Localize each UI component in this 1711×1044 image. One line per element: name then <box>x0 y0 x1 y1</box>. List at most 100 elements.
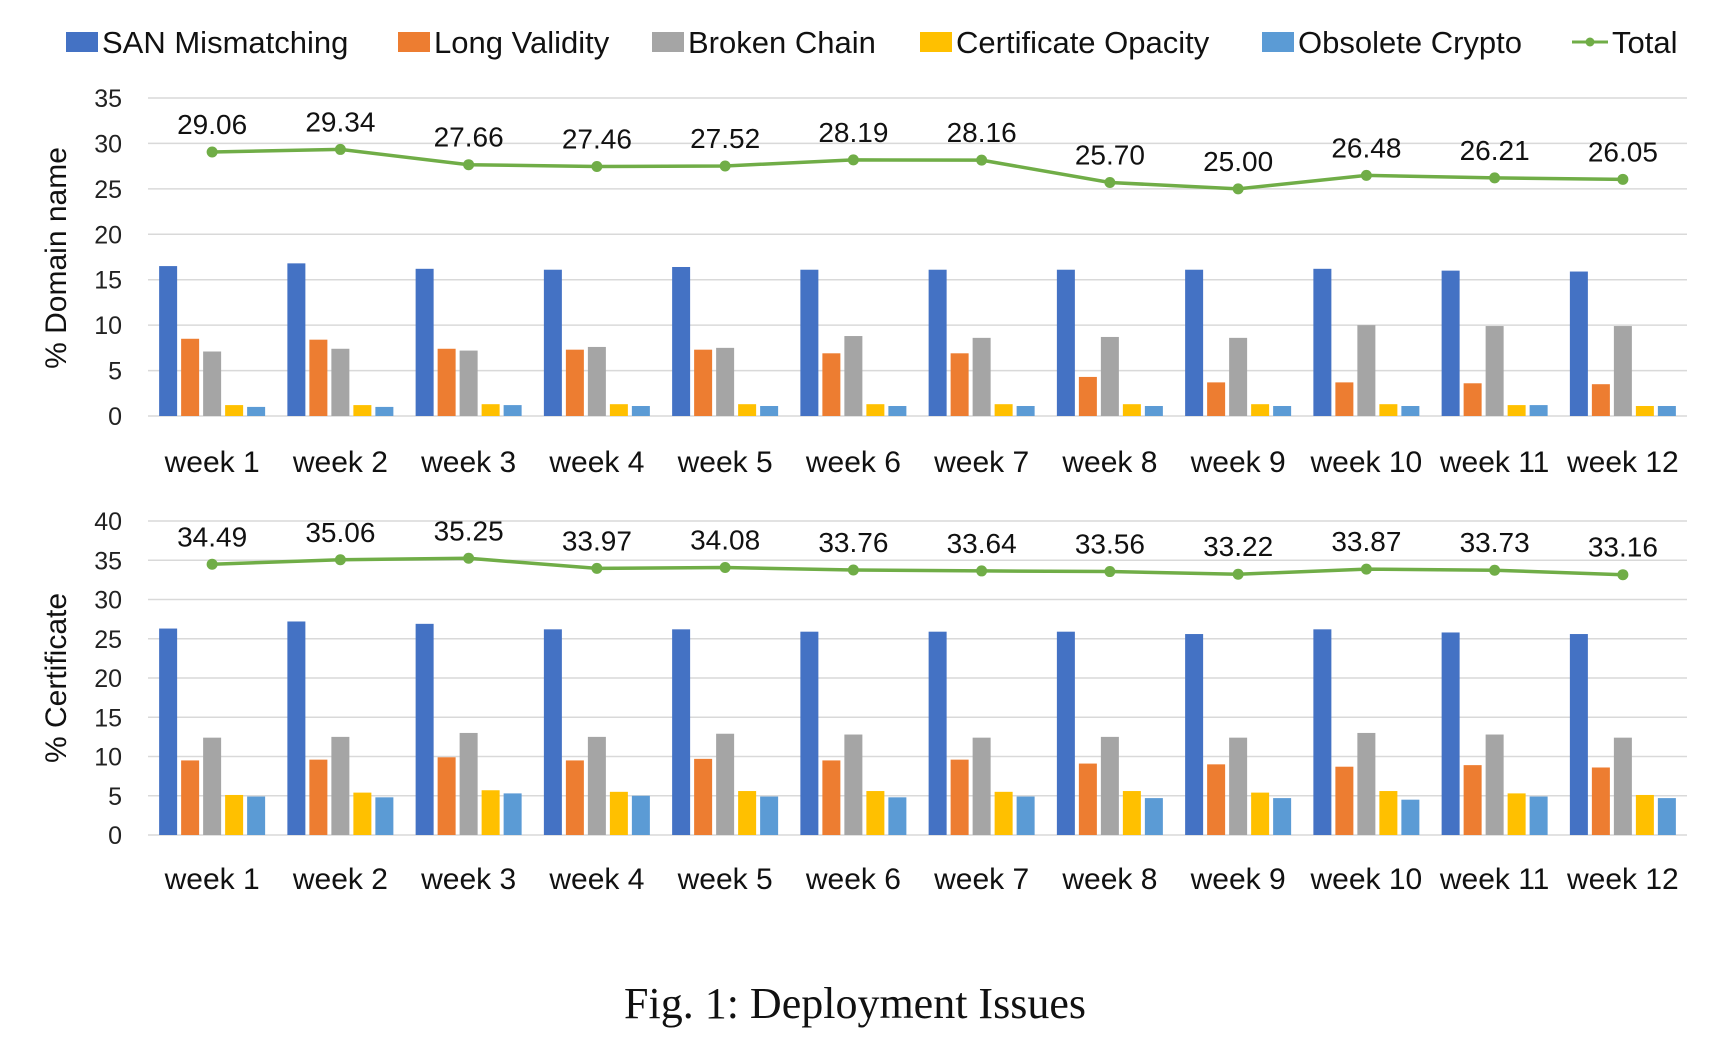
bar-obsolete-crypto-week-3 <box>503 405 522 416</box>
bar-certificate-opacity-week-6 <box>866 404 885 416</box>
bar-long-validity-week-10 <box>1335 766 1354 835</box>
x-tick-label: week 10 <box>1310 446 1423 479</box>
bar-san-mismatching-week-7 <box>928 269 947 416</box>
y-tick-label: 15 <box>94 267 122 295</box>
bar-obsolete-crypto-week-11 <box>1529 405 1548 416</box>
x-tick-label: week 1 <box>164 446 260 479</box>
series-line-total <box>212 147 1623 191</box>
bar-obsolete-crypto-week-2 <box>375 406 394 416</box>
bar-broken-chain-week-12 <box>1613 326 1632 416</box>
bar-broken-chain-week-3 <box>459 732 478 835</box>
bar-obsolete-crypto-week-8 <box>1144 798 1163 835</box>
bar-obsolete-crypto-week-7 <box>1016 406 1035 416</box>
total-point-week-4 <box>591 161 603 173</box>
total-point-week-7 <box>976 154 988 166</box>
x-tick-label: week 6 <box>805 863 901 896</box>
total-point-week-6 <box>847 154 859 166</box>
bar-broken-chain-week-2 <box>331 348 350 416</box>
total-point-week-9 <box>1232 568 1244 580</box>
bar-san-mismatching-week-4 <box>543 269 562 416</box>
total-point-week-3 <box>463 159 475 171</box>
y-tick-label: 25 <box>94 626 122 654</box>
bar-long-validity-week-4 <box>565 349 584 416</box>
y-axis-label: % Certificate <box>40 593 73 763</box>
bar-san-mismatching-week-3 <box>415 268 434 416</box>
y-tick-label: 40 <box>94 508 122 536</box>
y-tick-label: 20 <box>94 665 122 693</box>
bar-certificate-opacity-week-2 <box>353 405 372 416</box>
legend-item-total: Total <box>1572 25 1677 60</box>
bar-san-mismatching-week-6 <box>800 631 819 835</box>
bar-san-mismatching-week-11 <box>1441 270 1460 416</box>
total-data-label: 33.64 <box>947 528 1017 559</box>
bar-obsolete-crypto-week-1 <box>247 796 266 835</box>
legend-item-broken-chain: Broken Chain <box>652 25 876 60</box>
x-tick-label: week 12 <box>1566 863 1679 896</box>
total-data-label: 33.87 <box>1331 526 1401 557</box>
x-tick-label: week 11 <box>1439 863 1550 896</box>
total-data-label: 33.56 <box>1075 529 1145 560</box>
bar-long-validity-week-9 <box>1207 764 1226 835</box>
bar-certificate-opacity-week-10 <box>1379 791 1398 835</box>
bar-broken-chain-week-2 <box>331 736 350 835</box>
bar-broken-chain-week-9 <box>1229 337 1248 416</box>
bar-san-mismatching-week-9 <box>1185 269 1204 416</box>
total-data-label: 33.16 <box>1588 532 1658 563</box>
bar-obsolete-crypto-week-8 <box>1144 406 1163 416</box>
bar-broken-chain-week-12 <box>1613 737 1632 835</box>
bar-certificate-opacity-week-7 <box>994 404 1013 416</box>
bar-broken-chain-week-8 <box>1100 736 1119 835</box>
bar-broken-chain-week-4 <box>587 736 606 835</box>
total-point-week-5 <box>719 561 731 573</box>
bar-obsolete-crypto-week-1 <box>247 406 266 416</box>
bar-long-validity-week-5 <box>694 349 713 416</box>
x-tick-label: week 4 <box>548 446 644 479</box>
y-tick-label: 5 <box>108 358 122 386</box>
x-tick-label: week 2 <box>292 446 388 479</box>
y-axis-label: % Domain name <box>40 147 73 369</box>
bar-broken-chain-week-5 <box>716 733 735 835</box>
bar-long-validity-week-8 <box>1078 763 1097 835</box>
bar-long-validity-week-3 <box>437 757 456 835</box>
bar-obsolete-crypto-week-9 <box>1273 406 1292 416</box>
bar-long-validity-week-2 <box>309 339 328 416</box>
y-tick-label: 20 <box>94 221 122 249</box>
total-point-week-8 <box>1104 566 1116 578</box>
bar-long-validity-week-4 <box>565 760 584 835</box>
bar-long-validity-week-12 <box>1591 384 1610 416</box>
total-point-week-1 <box>206 146 218 158</box>
y-tick-label: 0 <box>108 822 122 850</box>
bar-broken-chain-week-7 <box>972 737 991 835</box>
total-point-week-12 <box>1617 569 1629 581</box>
bars <box>159 263 1676 416</box>
y-tick-label: 15 <box>94 704 122 732</box>
x-tick-label: week 6 <box>805 446 901 479</box>
bar-certificate-opacity-week-4 <box>609 791 628 835</box>
total-data-label: 26.48 <box>1331 132 1401 163</box>
bar-san-mismatching-week-9 <box>1185 634 1204 835</box>
bar-long-validity-week-7 <box>950 353 969 416</box>
bar-san-mismatching-week-3 <box>415 623 434 835</box>
bar-long-validity-week-5 <box>694 758 713 835</box>
total-point-week-3 <box>463 552 475 564</box>
bar-obsolete-crypto-week-4 <box>631 406 650 416</box>
y-tick-label: 30 <box>94 587 122 615</box>
y-tick-label: 5 <box>108 783 122 811</box>
bar-san-mismatching-week-6 <box>800 269 819 416</box>
bar-broken-chain-week-1 <box>203 351 222 416</box>
bar-broken-chain-week-10 <box>1357 732 1376 835</box>
y-tick-label: 35 <box>94 85 122 113</box>
bar-long-validity-week-11 <box>1463 383 1482 416</box>
bar-broken-chain-week-10 <box>1357 325 1376 416</box>
bar-certificate-opacity-week-2 <box>353 792 372 835</box>
bar-san-mismatching-week-7 <box>928 631 947 835</box>
total-point-week-10 <box>1360 563 1372 575</box>
x-tick-label: week 7 <box>933 446 1029 479</box>
bar-obsolete-crypto-week-11 <box>1529 796 1548 835</box>
total-data-label: 28.19 <box>818 117 888 148</box>
total-point-week-11 <box>1489 564 1501 576</box>
bar-long-validity-week-1 <box>181 338 200 416</box>
bar-san-mismatching-week-8 <box>1056 631 1075 835</box>
bar-obsolete-crypto-week-6 <box>888 406 907 416</box>
